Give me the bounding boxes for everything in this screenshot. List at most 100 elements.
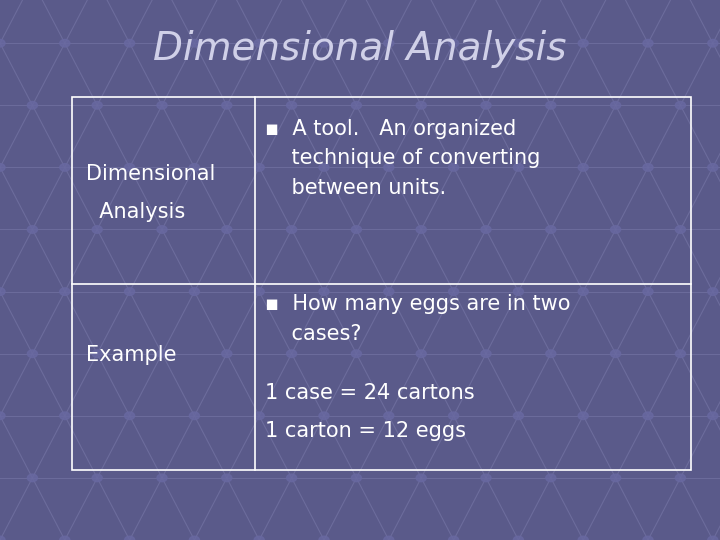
Circle shape [546, 350, 556, 357]
Text: Analysis: Analysis [86, 202, 186, 222]
Circle shape [287, 474, 297, 482]
Circle shape [319, 164, 329, 171]
Circle shape [125, 164, 135, 171]
Circle shape [319, 412, 329, 420]
Circle shape [189, 412, 199, 420]
Circle shape [643, 39, 653, 47]
Circle shape [513, 536, 523, 540]
Circle shape [578, 164, 588, 171]
Circle shape [675, 226, 685, 233]
Circle shape [449, 39, 459, 47]
Circle shape [481, 102, 491, 109]
Circle shape [513, 39, 523, 47]
Circle shape [0, 412, 5, 420]
Circle shape [578, 288, 588, 295]
Circle shape [513, 288, 523, 295]
Circle shape [546, 102, 556, 109]
Circle shape [92, 226, 102, 233]
Circle shape [60, 39, 70, 47]
Circle shape [60, 536, 70, 540]
Circle shape [578, 412, 588, 420]
Circle shape [578, 536, 588, 540]
Circle shape [611, 102, 621, 109]
Circle shape [125, 39, 135, 47]
Circle shape [319, 536, 329, 540]
Text: Dimensional Analysis: Dimensional Analysis [153, 30, 567, 68]
Text: 1 carton = 12 eggs: 1 carton = 12 eggs [266, 421, 467, 441]
Circle shape [643, 412, 653, 420]
Circle shape [319, 39, 329, 47]
Circle shape [222, 350, 232, 357]
Circle shape [416, 102, 426, 109]
Circle shape [189, 288, 199, 295]
Circle shape [708, 288, 718, 295]
Circle shape [675, 102, 685, 109]
Text: ▪  How many eggs are in two
    cases?: ▪ How many eggs are in two cases? [266, 294, 571, 344]
Circle shape [27, 226, 37, 233]
Circle shape [384, 288, 394, 295]
Circle shape [254, 288, 264, 295]
Circle shape [384, 39, 394, 47]
Circle shape [0, 288, 5, 295]
Circle shape [513, 164, 523, 171]
Circle shape [546, 474, 556, 482]
Circle shape [416, 350, 426, 357]
Circle shape [27, 474, 37, 482]
Circle shape [643, 164, 653, 171]
Circle shape [27, 350, 37, 357]
Circle shape [675, 474, 685, 482]
Circle shape [157, 102, 167, 109]
Circle shape [254, 39, 264, 47]
Circle shape [287, 102, 297, 109]
Circle shape [384, 536, 394, 540]
Circle shape [513, 412, 523, 420]
Text: ▪  A tool.   An organized
    technique of converting
    between units.: ▪ A tool. An organized technique of conv… [266, 119, 541, 198]
Circle shape [189, 39, 199, 47]
Circle shape [351, 226, 361, 233]
Circle shape [125, 536, 135, 540]
Text: Example: Example [86, 345, 177, 365]
Bar [72, 97, 691, 470]
Circle shape [643, 536, 653, 540]
Circle shape [0, 164, 5, 171]
Circle shape [708, 536, 718, 540]
Circle shape [708, 39, 718, 47]
Circle shape [125, 412, 135, 420]
Circle shape [92, 102, 102, 109]
Circle shape [384, 164, 394, 171]
Circle shape [254, 412, 264, 420]
Text: 1 case = 24 cartons: 1 case = 24 cartons [266, 383, 475, 403]
Circle shape [481, 226, 491, 233]
Circle shape [449, 536, 459, 540]
Circle shape [449, 412, 459, 420]
Circle shape [481, 350, 491, 357]
Circle shape [416, 474, 426, 482]
Circle shape [611, 474, 621, 482]
Circle shape [0, 39, 5, 47]
Circle shape [92, 474, 102, 482]
Circle shape [546, 226, 556, 233]
Circle shape [60, 288, 70, 295]
Circle shape [254, 164, 264, 171]
Circle shape [449, 288, 459, 295]
Circle shape [611, 226, 621, 233]
Circle shape [449, 164, 459, 171]
Circle shape [675, 350, 685, 357]
Circle shape [157, 226, 167, 233]
Text: Dimensional: Dimensional [86, 164, 216, 184]
Circle shape [643, 288, 653, 295]
Circle shape [384, 412, 394, 420]
Circle shape [287, 350, 297, 357]
Circle shape [189, 536, 199, 540]
Circle shape [351, 474, 361, 482]
Circle shape [60, 164, 70, 171]
Circle shape [222, 226, 232, 233]
Circle shape [254, 536, 264, 540]
Circle shape [416, 226, 426, 233]
Circle shape [60, 412, 70, 420]
Circle shape [611, 350, 621, 357]
Circle shape [157, 474, 167, 482]
Circle shape [189, 164, 199, 171]
Circle shape [708, 412, 718, 420]
Circle shape [351, 350, 361, 357]
